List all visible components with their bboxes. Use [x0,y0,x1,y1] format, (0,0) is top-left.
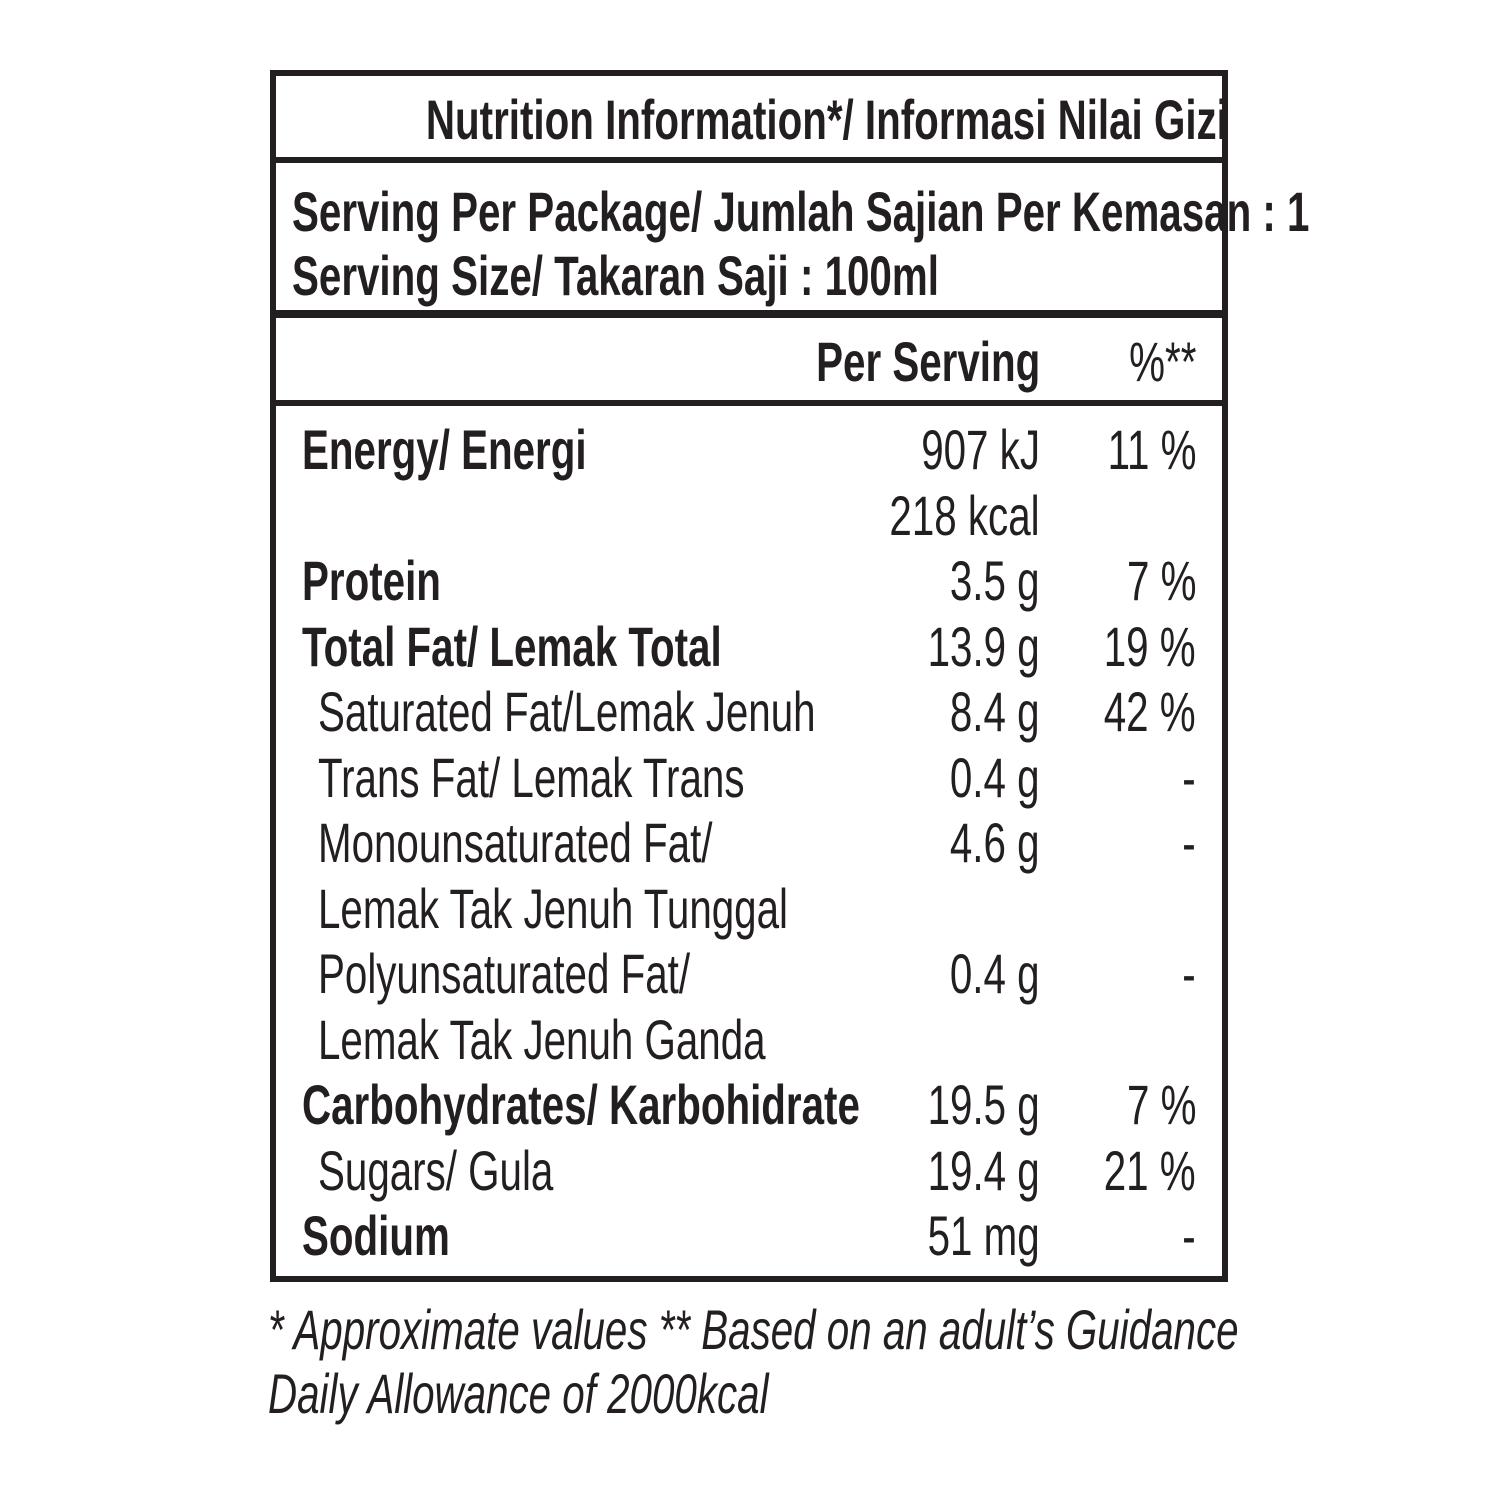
nutrient-name: Sodium [302,1204,450,1267]
footnote: * Approximate values ** Based on an adul… [268,1298,1239,1361]
nutrient-name: Polyunsaturated Fat/ [318,942,691,1005]
nutrient-amount: 907 kJ [921,418,1040,481]
nutrient-amount: 218 kcal [889,483,1040,547]
nutrient-name: Total Fat/ Lemak Total [302,614,722,678]
nutrient-name: Lemak Tak Jenuh Tunggal [318,876,788,940]
nutrient-name: Lemak Tak Jenuh Ganda [318,1007,766,1071]
nutrient-amount: 0.4 g [950,942,1040,1005]
daily-value-percent: 7 % [1126,1073,1196,1136]
daily-value-percent: - [1182,1204,1196,1267]
nutrient-amount: 19.5 g [927,1073,1040,1136]
nutrient-name: Monounsaturated Fat/ [318,811,713,874]
serving-info: Serving Per Package/ Jumlah Sajian Per K… [292,180,1310,243]
column-header: Per Serving [815,330,1040,393]
nutrient-amount: 4.6 g [950,811,1040,874]
nutrient-amount: 3.5 g [950,549,1040,612]
nutrient-name: Sugars/ Gula [318,1138,554,1202]
nutrient-amount: 19.4 g [927,1138,1040,1202]
footnote: Daily Allowance of 2000kcal [268,1362,769,1425]
divider [270,400,1228,406]
daily-value-percent: 11 % [1107,418,1196,481]
daily-value-percent: - [1182,942,1196,1005]
serving-info: Serving Size/ Takaran Saji : 100ml [292,244,939,307]
nutrient-name: Trans Fat/ Lemak Trans [318,745,745,809]
nutrient-amount: 0.4 g [950,745,1040,809]
nutrient-name: Carbohydrates/ Karbohidrate [302,1073,860,1136]
nutrient-amount: 13.9 g [927,614,1040,678]
nutrient-name: Protein [302,549,441,612]
divider [270,157,1228,163]
nutrient-amount: 8.4 g [950,680,1040,743]
title: Nutrition Information*/ Informasi Nilai … [425,88,1228,151]
label-border [270,70,1228,1282]
daily-value-percent: 19 % [1104,614,1196,678]
daily-value-percent: 21 % [1104,1138,1196,1202]
daily-value-percent: 42 % [1104,680,1196,743]
divider [270,310,1228,318]
daily-value-percent: 7 % [1126,549,1196,612]
nutrient-name: Saturated Fat/Lemak Jenuh [318,680,816,743]
daily-value-percent: - [1182,811,1196,874]
nutrient-name: Energy/ Energi [302,418,587,481]
column-header: %** [1128,330,1196,393]
nutrient-amount: 51 mg [927,1204,1040,1267]
daily-value-percent: - [1182,745,1196,809]
